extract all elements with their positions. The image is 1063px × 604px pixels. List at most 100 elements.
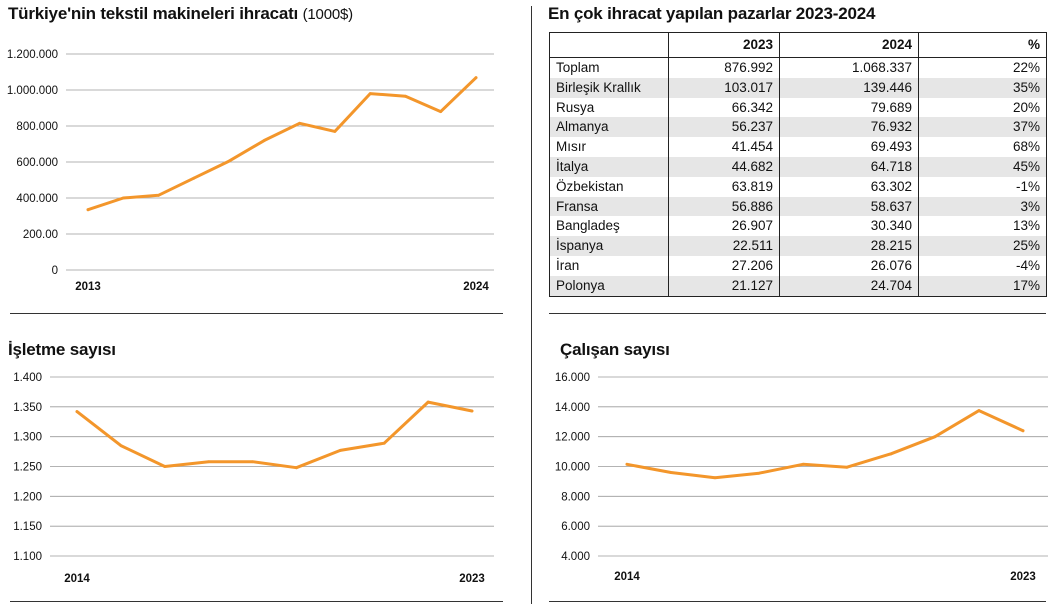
table-row: Toplam 876.992 1.068.337 22% <box>550 57 1046 78</box>
change-percent-cell: 68% <box>1012 139 1040 155</box>
data-point <box>192 176 196 180</box>
value-2023-cell: 21.127 <box>668 275 780 296</box>
data-point <box>889 452 893 456</box>
value-2024-cell: 24.704 <box>779 275 919 296</box>
data-point <box>121 196 125 200</box>
data-point <box>157 193 160 197</box>
exports-line-chart: 0 200.00 400.000 600.000 800.000 1.000.000 1.2… <box>0 0 520 320</box>
exports-title-text: Türkiye'nin tekstil makineleri ihracatı <box>8 4 299 23</box>
country-cell: Toplam <box>550 57 669 78</box>
markets-bottom-divider <box>549 313 1046 314</box>
data-point <box>368 92 372 95</box>
y-tick-label: 800.000 <box>16 121 58 133</box>
series-line <box>625 409 1025 480</box>
country-cell: Almanya <box>550 117 669 138</box>
change-percent-cell: 35% <box>918 77 1046 98</box>
y-tick-label: 8.000 <box>561 491 590 503</box>
value-2024-cell: 58.637 <box>779 196 919 217</box>
table-row: Bangladeş 26.907 30.340 13% <box>550 216 1046 237</box>
y-tick-label: 1.250 <box>13 462 42 474</box>
y-tick-label: 1.300 <box>13 432 42 444</box>
change-percent-cell: 45% <box>918 156 1046 177</box>
table-row: Almanya 56.237 76.932 37% <box>550 117 1046 138</box>
value-2023-cell: 66.342 <box>668 97 780 118</box>
y-tick-label: 1.000.000 <box>7 85 58 97</box>
data-point <box>338 448 342 452</box>
chart-svg: 0 200.00 400.000 600.000 800.000 1.000.000 1.2… <box>7 49 494 293</box>
value-2023-cell: 44.682 <box>668 156 780 177</box>
value-2024-cell: 76.932 <box>779 117 919 138</box>
country-cell: Fransa <box>550 196 669 217</box>
country-cell: Polonya <box>550 275 669 296</box>
y-tick-label: 1.200.000 <box>7 49 58 61</box>
value-2024-cell: 64.718 <box>779 156 919 177</box>
table-row: İran 27.206 26.076 -4% <box>550 255 1046 276</box>
data-point <box>933 435 937 439</box>
markets-header-country <box>550 33 669 58</box>
markets-table-title: En çok ihracat yapılan pazarlar 2023-202… <box>548 4 876 23</box>
table-row: İspanya 22.511 28.215 25% <box>550 236 1046 256</box>
exports-chart-title: Türkiye'nin tekstil makineleri ihracatı … <box>8 4 353 24</box>
data-point <box>86 208 90 212</box>
country-cell: İran <box>550 255 669 276</box>
firms-line-chart: 1.100 1.150 1.200 1.250 1.300 1.350 1.400 2014 2… <box>0 330 520 600</box>
change-percent-cell: -4% <box>1015 257 1040 273</box>
markets-header-2023: 2023 <box>668 33 780 58</box>
data-point <box>470 409 474 413</box>
markets-table-frame <box>549 32 1047 297</box>
y-tick-label: 600.000 <box>16 157 58 169</box>
data-point <box>669 471 673 474</box>
value-2024-cell: 139.446 <box>779 77 919 98</box>
data-point <box>75 410 79 414</box>
value-2023-cell: 56.886 <box>668 196 780 217</box>
markets-table: 2023 2024 % Toplam 876.992 1.068.337 22% Bir… <box>550 33 1046 296</box>
data-point <box>474 76 478 80</box>
y-tick-label: 14.000 <box>555 402 590 414</box>
value-2023-cell: 41.454 <box>668 137 780 157</box>
firms-chart-title: İşletme sayısı <box>8 340 116 359</box>
y-tick-label: 1.200 <box>13 491 42 503</box>
x-tick-label: 2014 <box>614 571 640 583</box>
country-cell: Özbekistan <box>550 176 669 197</box>
country-cell: İtalya <box>550 156 669 177</box>
data-point <box>298 121 302 125</box>
y-tick-label: 0 <box>52 265 58 277</box>
value-2024-cell: 1.068.337 <box>779 57 919 78</box>
table-row: Fransa 56.886 58.637 3% <box>550 196 1046 217</box>
x-tick-label: 2023 <box>459 573 485 585</box>
chart-svg: 1.100 1.150 1.200 1.250 1.300 1.350 1.400 2014 2… <box>13 372 494 585</box>
y-tick-label: 400.000 <box>16 193 58 205</box>
table-row: İtalya 44.682 64.718 45% <box>550 156 1046 177</box>
data-point <box>757 471 761 475</box>
value-2023-cell: 63.819 <box>668 176 780 197</box>
country-cell: Mısır <box>550 137 669 157</box>
data-point <box>295 466 298 470</box>
change-percent-cell: 20% <box>1012 99 1040 115</box>
series-line <box>75 400 474 470</box>
y-tick-label: 1.150 <box>13 521 42 533</box>
value-2024-cell: 69.493 <box>779 137 919 157</box>
data-point <box>333 130 337 133</box>
country-cell: İspanya <box>550 236 669 256</box>
change-percent-cell: -1% <box>1015 178 1040 194</box>
markets-header-2024: 2024 <box>779 33 919 58</box>
table-row: Birleşik Krallık 103.017 139.446 35% <box>550 77 1046 98</box>
value-2024-cell: 30.340 <box>779 216 919 237</box>
data-point <box>439 110 443 113</box>
data-point <box>713 476 717 480</box>
table-row: Özbekistan 63.819 63.302 -1% <box>550 176 1046 197</box>
table-row: Mısır 41.454 69.493 68% <box>550 137 1046 157</box>
y-tick-label: 1.400 <box>13 372 42 384</box>
value-2023-cell: 103.017 <box>668 77 780 98</box>
data-point <box>382 441 386 445</box>
value-2023-cell: 27.206 <box>668 255 780 276</box>
table-row: Polonya 21.127 24.704 17% <box>550 275 1046 296</box>
x-tick-label: 2014 <box>64 573 90 585</box>
change-percent-cell: 17% <box>918 275 1046 296</box>
data-point <box>404 94 407 98</box>
data-point <box>251 460 254 464</box>
value-2023-cell: 26.907 <box>668 216 780 237</box>
markets-header-percent: % <box>918 33 1046 58</box>
y-tick-label: 16.000 <box>555 372 590 384</box>
data-point <box>207 460 211 464</box>
